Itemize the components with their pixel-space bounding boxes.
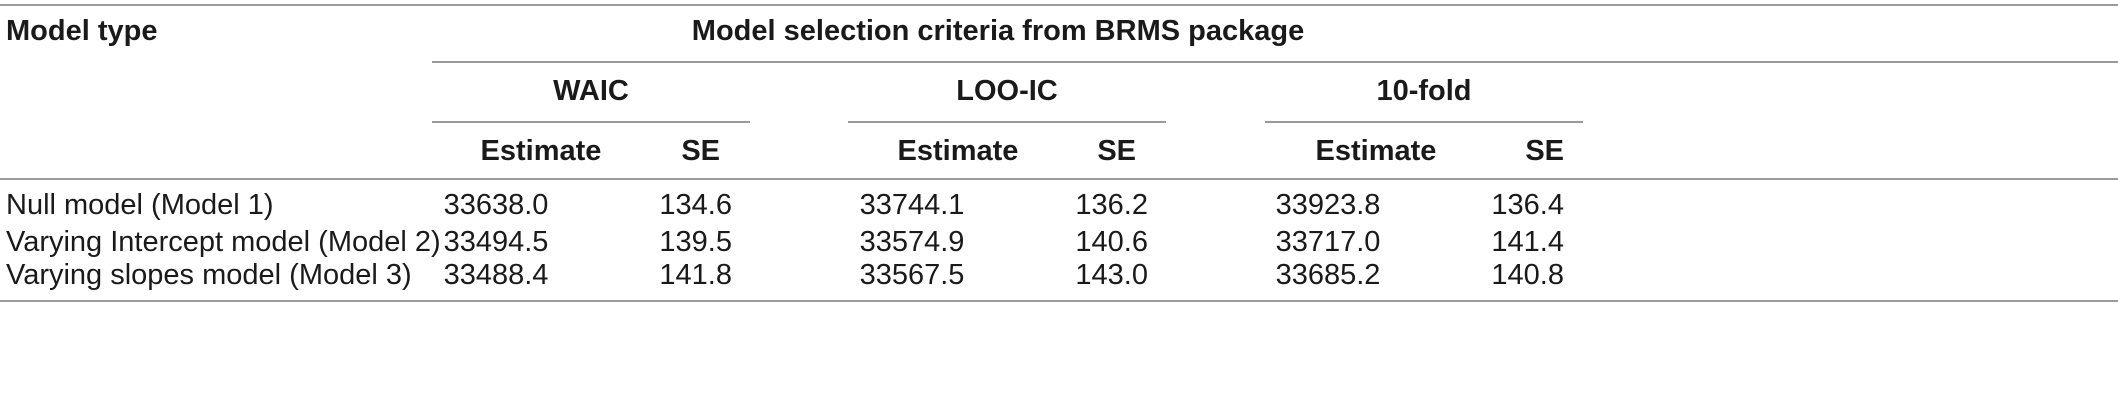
row-1-model: Null model (Model 1) bbox=[6, 189, 274, 221]
row-3-waic-estimate: 33488.4 bbox=[443, 259, 549, 291]
row-1-waic-se: 134.6 bbox=[659, 189, 732, 221]
waic-se-header: SE bbox=[681, 135, 720, 167]
row-2-model: Varying Intercept model (Model 2) bbox=[6, 226, 441, 258]
tenfold-header: 10-fold bbox=[1376, 75, 1472, 107]
looic-header: LOO-IC bbox=[956, 75, 1058, 107]
row-3-tenfold-se: 140.8 bbox=[1491, 259, 1564, 291]
waic-estimate-header: Estimate bbox=[480, 135, 602, 167]
waic-rule bbox=[432, 121, 750, 123]
row-2-looic-se: 140.6 bbox=[1075, 226, 1148, 258]
row-2-waic-se: 139.5 bbox=[659, 226, 732, 258]
row-1-looic-estimate: 33744.1 bbox=[859, 189, 965, 221]
row-1-waic-estimate: 33638.0 bbox=[443, 189, 549, 221]
row-2-waic-estimate: 33494.5 bbox=[443, 226, 549, 258]
looic-estimate-header: Estimate bbox=[897, 135, 1019, 167]
row-2-looic-estimate: 33574.9 bbox=[859, 226, 965, 258]
row-3-looic-estimate: 33567.5 bbox=[859, 259, 965, 291]
row-2-tenfold-se: 141.4 bbox=[1491, 226, 1564, 258]
row-1-tenfold-estimate: 33923.8 bbox=[1275, 189, 1381, 221]
bottom-rule bbox=[0, 300, 2118, 302]
looic-rule bbox=[848, 121, 1166, 123]
row-1-tenfold-se: 136.4 bbox=[1491, 189, 1564, 221]
criteria-group-rule bbox=[432, 61, 2118, 63]
criteria-group-header: Model selection criteria from BRMS packa… bbox=[691, 15, 1305, 47]
header-bottom-rule bbox=[0, 178, 2118, 180]
model-type-header: Model type bbox=[6, 15, 158, 47]
row-1-looic-se: 136.2 bbox=[1075, 189, 1148, 221]
row-3-waic-se: 141.8 bbox=[659, 259, 732, 291]
row-2-tenfold-estimate: 33717.0 bbox=[1275, 226, 1381, 258]
row-3-looic-se: 143.0 bbox=[1075, 259, 1148, 291]
top-rule bbox=[0, 4, 2118, 6]
looic-se-header: SE bbox=[1097, 135, 1136, 167]
tenfold-rule bbox=[1265, 121, 1583, 123]
waic-header: WAIC bbox=[553, 75, 629, 107]
row-3-tenfold-estimate: 33685.2 bbox=[1275, 259, 1381, 291]
row-3-model: Varying slopes model (Model 3) bbox=[6, 259, 412, 291]
tenfold-se-header: SE bbox=[1525, 135, 1564, 167]
tenfold-estimate-header: Estimate bbox=[1315, 135, 1437, 167]
